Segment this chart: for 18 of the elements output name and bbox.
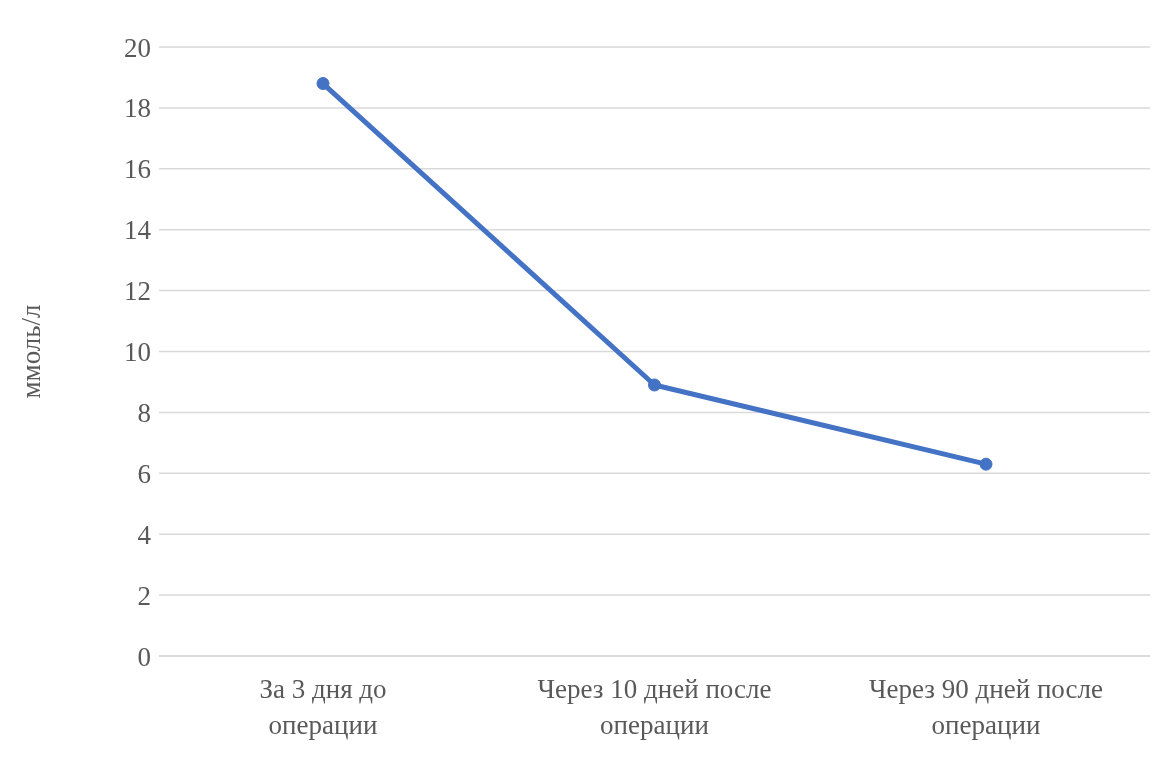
y-tick-label: 12 [124,276,151,307]
x-tick-label: Через 90 дней после операции [869,674,1103,740]
y-tick-label: 0 [137,641,151,672]
y-tick-label: 18 [124,93,151,124]
point [979,457,993,471]
x-tick-label: За 3 дня до операции [259,674,387,740]
y-tick-label: 10 [124,337,151,368]
y-tick-label: 2 [137,580,151,611]
y-tick-label: 16 [124,154,151,185]
y-tick-label: 8 [137,397,151,428]
y-tick-label: 6 [137,458,151,489]
x-tick-label: Через 10 дней после операции [537,674,772,740]
y-axis-title: ммоль/л [15,304,46,399]
y-tick-label: 20 [124,32,151,63]
point [316,77,330,91]
point [648,378,661,392]
y-tick-label: 4 [137,519,152,550]
y-tick-label: 14 [124,215,152,246]
